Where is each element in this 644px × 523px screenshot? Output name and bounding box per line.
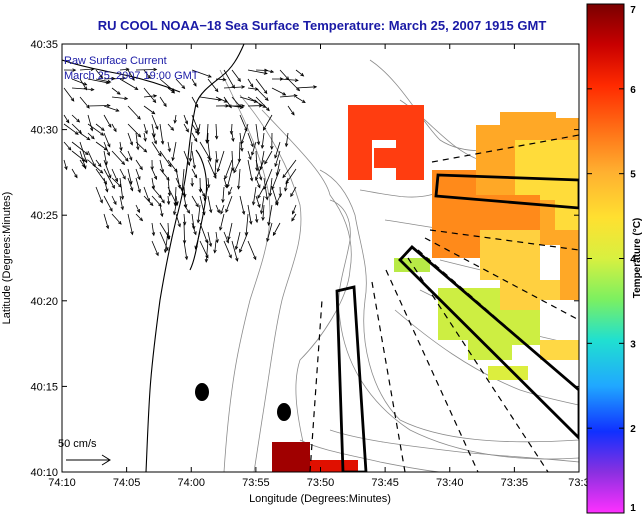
x-tick-label: 73:55 [242,477,270,489]
inset-label-1: Raw Surface Current [64,55,167,67]
x-tick-label: 73:3 [568,477,589,489]
y-tick-label: 40:20 [30,296,58,308]
colorbar-tick-label: 5 [630,170,636,181]
colorbar-tick-label: 3 [630,339,636,350]
y-tick-label: 40:35 [30,39,58,51]
y-axis-label: Latitude (Degrees:Minutes) [1,192,13,325]
inset-label-2: March 25, 2007 19:00 GMT [64,70,199,82]
colorbar-tick-label: 2 [630,424,636,435]
scale-label: 50 cm/s [58,438,97,450]
sst-patch-red-south [310,460,358,472]
x-tick-label: 73:50 [307,477,335,489]
sst-patch-yellow-east-small [540,340,579,360]
colorbar-tick-label: 6 [630,85,636,96]
x-tick-label: 74:00 [177,477,205,489]
y-tick-label: 40:10 [30,467,58,479]
colorbar-tick-label: 7 [630,5,636,16]
colorbar [587,4,624,513]
station-dot [277,403,291,421]
map-title: RU COOL NOAA−18 Sea Surface Temperature:… [98,18,547,33]
sst-patch-darkred-south [272,442,310,472]
y-tick-label: 40:25 [30,210,58,222]
x-tick-label: 74:05 [113,477,141,489]
x-tick-label: 73:45 [371,477,399,489]
colorbar-tick-label: 1 [630,503,636,514]
y-tick-label: 40:15 [30,381,58,393]
x-tick-label: 73:35 [501,477,529,489]
colorbar-label: Temperature (°C) [632,218,643,299]
x-tick-label: 73:40 [436,477,464,489]
x-axis-label: Longitude (Degrees:Minutes) [249,493,391,505]
y-tick-label: 40:30 [30,125,58,137]
station-dot [195,383,209,401]
